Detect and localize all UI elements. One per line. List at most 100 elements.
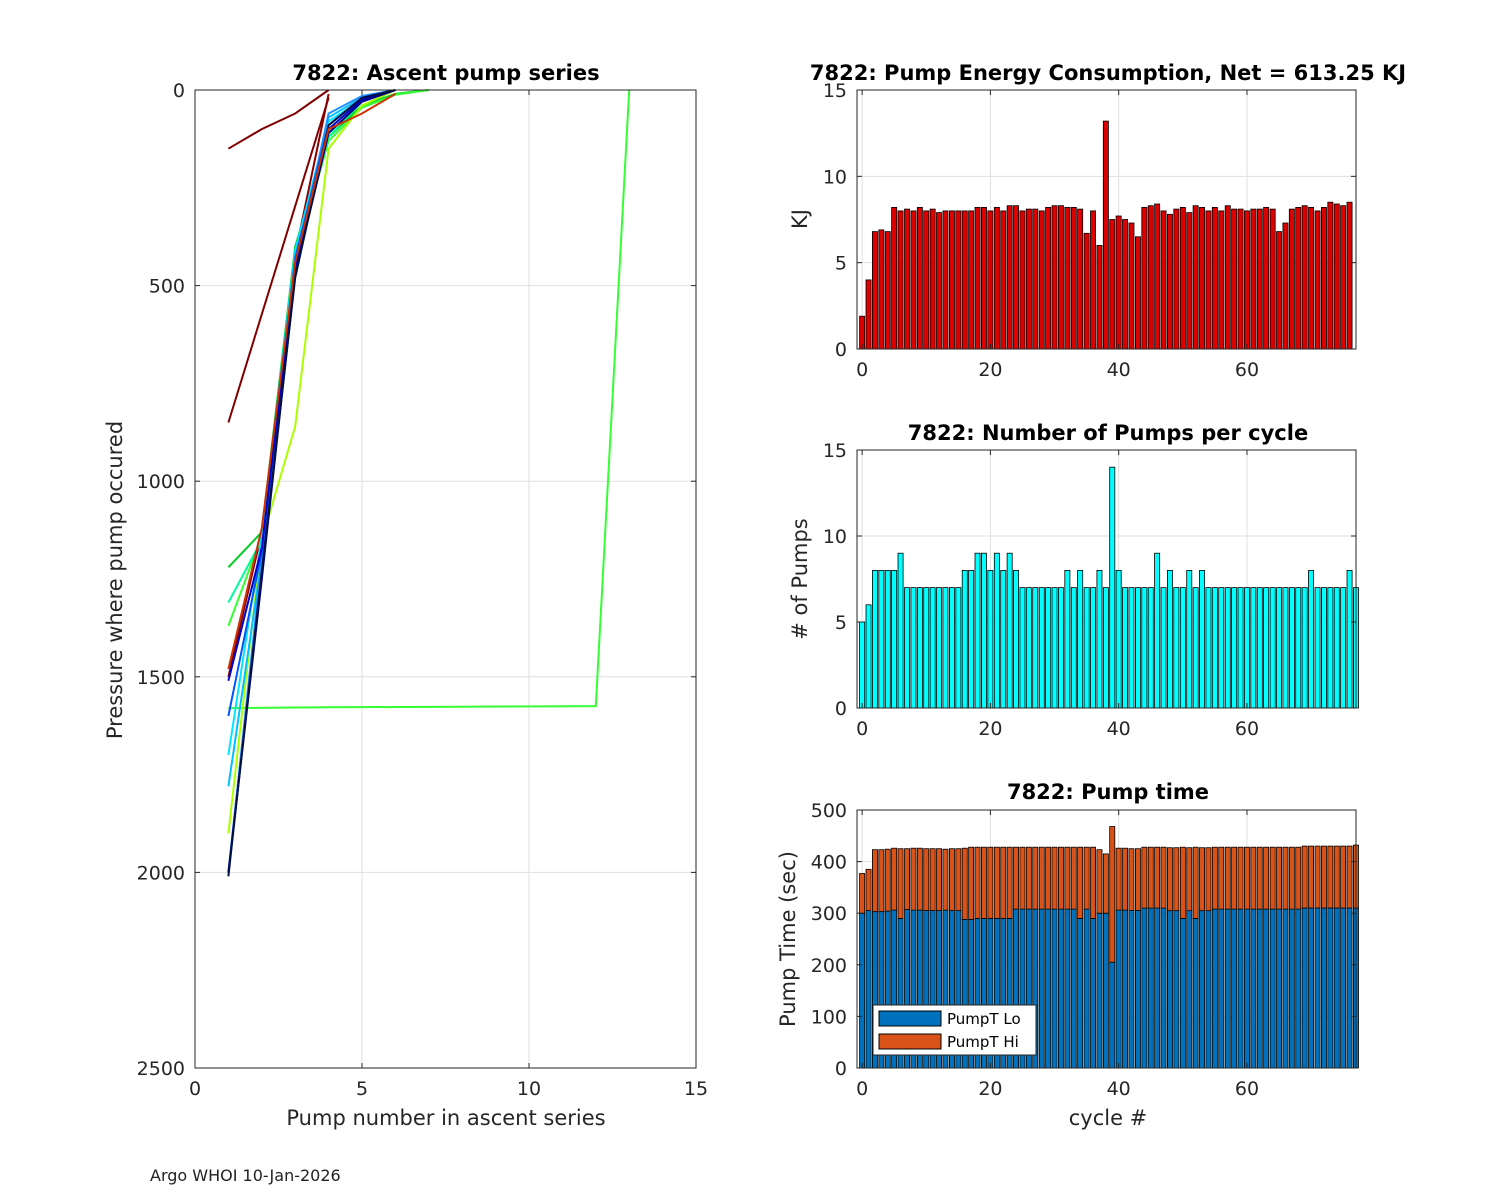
ascent-y-tick-label: 2500 bbox=[137, 1058, 185, 1080]
pumptime-bar-lo bbox=[1199, 910, 1205, 1069]
energy-bar bbox=[1025, 208, 1032, 350]
pumps-bar bbox=[1128, 587, 1135, 709]
pumptime-bar-lo bbox=[1160, 907, 1167, 1069]
energy-bar bbox=[1167, 213, 1173, 350]
pumptime-bar-lo bbox=[1218, 908, 1225, 1069]
pumps-bar bbox=[981, 552, 987, 709]
energy-bar bbox=[1237, 208, 1244, 350]
pumps-bar bbox=[1282, 587, 1289, 709]
energy-bar bbox=[1038, 210, 1045, 350]
energy-bar bbox=[1340, 205, 1347, 350]
pumptime-bar-lo bbox=[1250, 908, 1257, 1069]
pumptime-bar-hi bbox=[1019, 846, 1026, 910]
energy-bar bbox=[1263, 206, 1270, 350]
energy-bar bbox=[1301, 205, 1308, 350]
pumptime-bar-hi bbox=[1154, 846, 1161, 909]
pumptime-bar-lo bbox=[1288, 908, 1295, 1069]
energy-bar bbox=[897, 210, 904, 350]
energy-bar bbox=[1019, 210, 1026, 350]
pumps-bar bbox=[904, 587, 910, 709]
pumptime-bar-hi bbox=[1141, 846, 1148, 909]
pumptime-bar-hi bbox=[936, 848, 942, 912]
ascent-plot-area bbox=[195, 90, 696, 1068]
energy-bar bbox=[1321, 206, 1327, 350]
pumps-bar bbox=[1141, 587, 1148, 709]
pumps-bar bbox=[1135, 587, 1141, 709]
pumps-bar bbox=[923, 587, 930, 709]
pumps-bar bbox=[1199, 570, 1205, 709]
legend-swatch-pumpt-hi bbox=[878, 1033, 942, 1050]
pumps-bar bbox=[1211, 587, 1218, 709]
pumps-bar bbox=[872, 570, 878, 709]
energy-bar bbox=[955, 210, 962, 350]
energy-bar bbox=[1077, 208, 1084, 350]
pumptime-chart-title: 7822: Pump time bbox=[1007, 780, 1209, 804]
pumptime-bar-hi bbox=[1115, 847, 1122, 911]
pumptime-bar-hi bbox=[1231, 846, 1238, 910]
energy-bar bbox=[1006, 205, 1013, 350]
pumps-bar bbox=[1032, 587, 1039, 709]
ascent-x-tick-label: 10 bbox=[517, 1078, 541, 1100]
pumptime-bar-lo bbox=[1231, 908, 1238, 1069]
energy-bar bbox=[1013, 205, 1019, 350]
energy-bar bbox=[1218, 210, 1225, 350]
pumps-bar bbox=[1070, 587, 1077, 709]
energy-bar bbox=[974, 206, 981, 350]
energy-bar bbox=[1135, 236, 1141, 350]
pumptime-bar-lo bbox=[1102, 912, 1109, 1069]
energy-bar bbox=[1327, 201, 1334, 350]
pumps-bar bbox=[1224, 587, 1231, 709]
energy-bar bbox=[878, 229, 885, 350]
energy-bar bbox=[1045, 206, 1052, 350]
pumptime-bar-hi bbox=[1269, 846, 1276, 910]
pumps-bar bbox=[968, 570, 975, 709]
pumptime-bar-lo bbox=[1314, 907, 1321, 1069]
energy-bar bbox=[1192, 205, 1199, 350]
pumptime-bar-hi bbox=[949, 848, 955, 912]
energy-bar bbox=[968, 210, 975, 350]
pumptime-bar-hi bbox=[878, 849, 885, 913]
pumptime-bar-hi bbox=[1288, 846, 1295, 910]
pumps-bar bbox=[1000, 570, 1007, 709]
pumptime-bar-lo bbox=[1167, 910, 1173, 1069]
energy-bar bbox=[1154, 203, 1161, 350]
pumptime-bar-lo bbox=[1096, 912, 1103, 1069]
pumptime-bar-hi bbox=[1013, 846, 1019, 910]
energy-plot-layer: 0 20 40 60 0 5 10 15 bbox=[823, 80, 1357, 381]
energy-x-tick-label: 0 bbox=[856, 359, 868, 381]
pumptime-bar-lo bbox=[1122, 909, 1128, 1069]
pumps-bar bbox=[1256, 587, 1263, 709]
pumptime-bar-lo bbox=[1321, 907, 1327, 1069]
pumptime-plot-layer: 0 20 40 60 0 100 200 300 400 500 bbox=[811, 800, 1359, 1100]
pumptime-bar-hi bbox=[1109, 826, 1116, 963]
energy-bar bbox=[1282, 222, 1289, 350]
pumptime-bar-hi bbox=[1147, 846, 1154, 909]
energy-bar bbox=[891, 206, 898, 350]
energy-y-tick-label: 5 bbox=[835, 253, 847, 275]
pumps-bar bbox=[974, 552, 981, 709]
pumptime-bar-hi bbox=[1000, 846, 1007, 919]
legend-label-pumpt-lo: PumpT Lo bbox=[947, 1010, 1021, 1028]
pumps-bar bbox=[1045, 587, 1052, 709]
energy-bar bbox=[1256, 208, 1263, 350]
pumptime-bar-lo bbox=[1179, 918, 1186, 1069]
pumptime-bar-hi bbox=[1244, 846, 1250, 910]
pumptime-bar-lo bbox=[1205, 910, 1212, 1069]
pumptime-bar-lo bbox=[1346, 907, 1353, 1069]
pumptime-bar-hi bbox=[1333, 845, 1340, 909]
pumptime-bar-hi bbox=[1224, 846, 1231, 910]
pumptime-bar-hi bbox=[1321, 845, 1327, 909]
pumptime-y-tick-label: 300 bbox=[811, 903, 847, 925]
energy-bar bbox=[1147, 205, 1154, 350]
ascent-y-axis-label: Pressure where pump occured bbox=[103, 421, 127, 739]
energy-bar bbox=[987, 210, 994, 350]
pumptime-y-tick-label: 400 bbox=[811, 852, 847, 874]
ascent-series-line-c6 bbox=[228, 89, 631, 710]
pumps-bar bbox=[993, 552, 1000, 709]
pumptime-bar-hi bbox=[1179, 846, 1186, 919]
pumptime-bar-lo bbox=[1070, 908, 1077, 1069]
pumps-x-tick-label: 20 bbox=[978, 718, 1002, 740]
energy-bar bbox=[1000, 210, 1007, 350]
energy-bar bbox=[993, 206, 1000, 350]
pumptime-bar-hi bbox=[1122, 847, 1128, 911]
